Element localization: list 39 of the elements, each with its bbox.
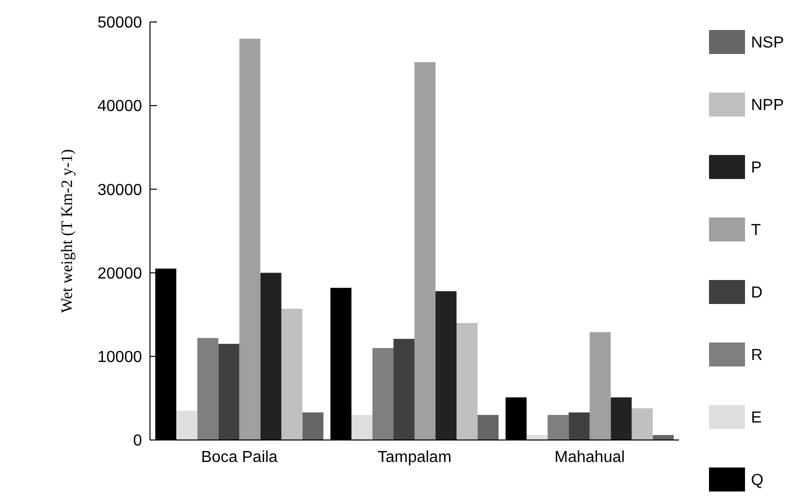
y-tick-label: 10000 <box>98 349 142 366</box>
y-tick-label: 30000 <box>98 182 142 199</box>
bar <box>414 62 436 440</box>
y-tick-label: 50000 <box>98 14 142 32</box>
bar <box>632 408 653 440</box>
bar <box>568 412 590 440</box>
bar <box>456 322 478 440</box>
legend-label: E <box>751 410 762 427</box>
x-tick-label: Boca Paila <box>201 449 278 466</box>
bar <box>260 272 282 440</box>
bar <box>239 38 260 440</box>
bar <box>526 434 548 440</box>
y-tick-label: 40000 <box>98 98 142 116</box>
bar <box>393 338 414 440</box>
legend-label: R <box>751 347 763 364</box>
bar <box>478 414 499 440</box>
bar <box>652 434 674 440</box>
legend-label: T <box>751 222 761 240</box>
bar <box>176 410 198 440</box>
bar <box>610 397 632 440</box>
legend-label: NPP <box>751 97 784 114</box>
bar <box>281 308 302 440</box>
bar <box>197 338 218 440</box>
bar <box>218 344 240 440</box>
bar <box>590 332 611 440</box>
legend-label: D <box>751 284 763 302</box>
x-tick-label: Mahahual <box>554 449 625 466</box>
y-axis-title: Wet weight (T Km-2 y-1) <box>59 149 76 313</box>
bar <box>436 291 457 440</box>
x-tick-label: Tampalam <box>378 449 452 466</box>
legend-label: NSP <box>751 34 784 52</box>
bar <box>302 412 324 440</box>
bar <box>372 348 394 440</box>
legend-label: Q <box>751 472 764 490</box>
y-tick-label: 20000 <box>98 265 142 282</box>
y-tick-label: 0 <box>133 432 142 450</box>
bar <box>548 414 569 440</box>
bar <box>351 414 372 440</box>
legend-label: P <box>751 160 762 177</box>
